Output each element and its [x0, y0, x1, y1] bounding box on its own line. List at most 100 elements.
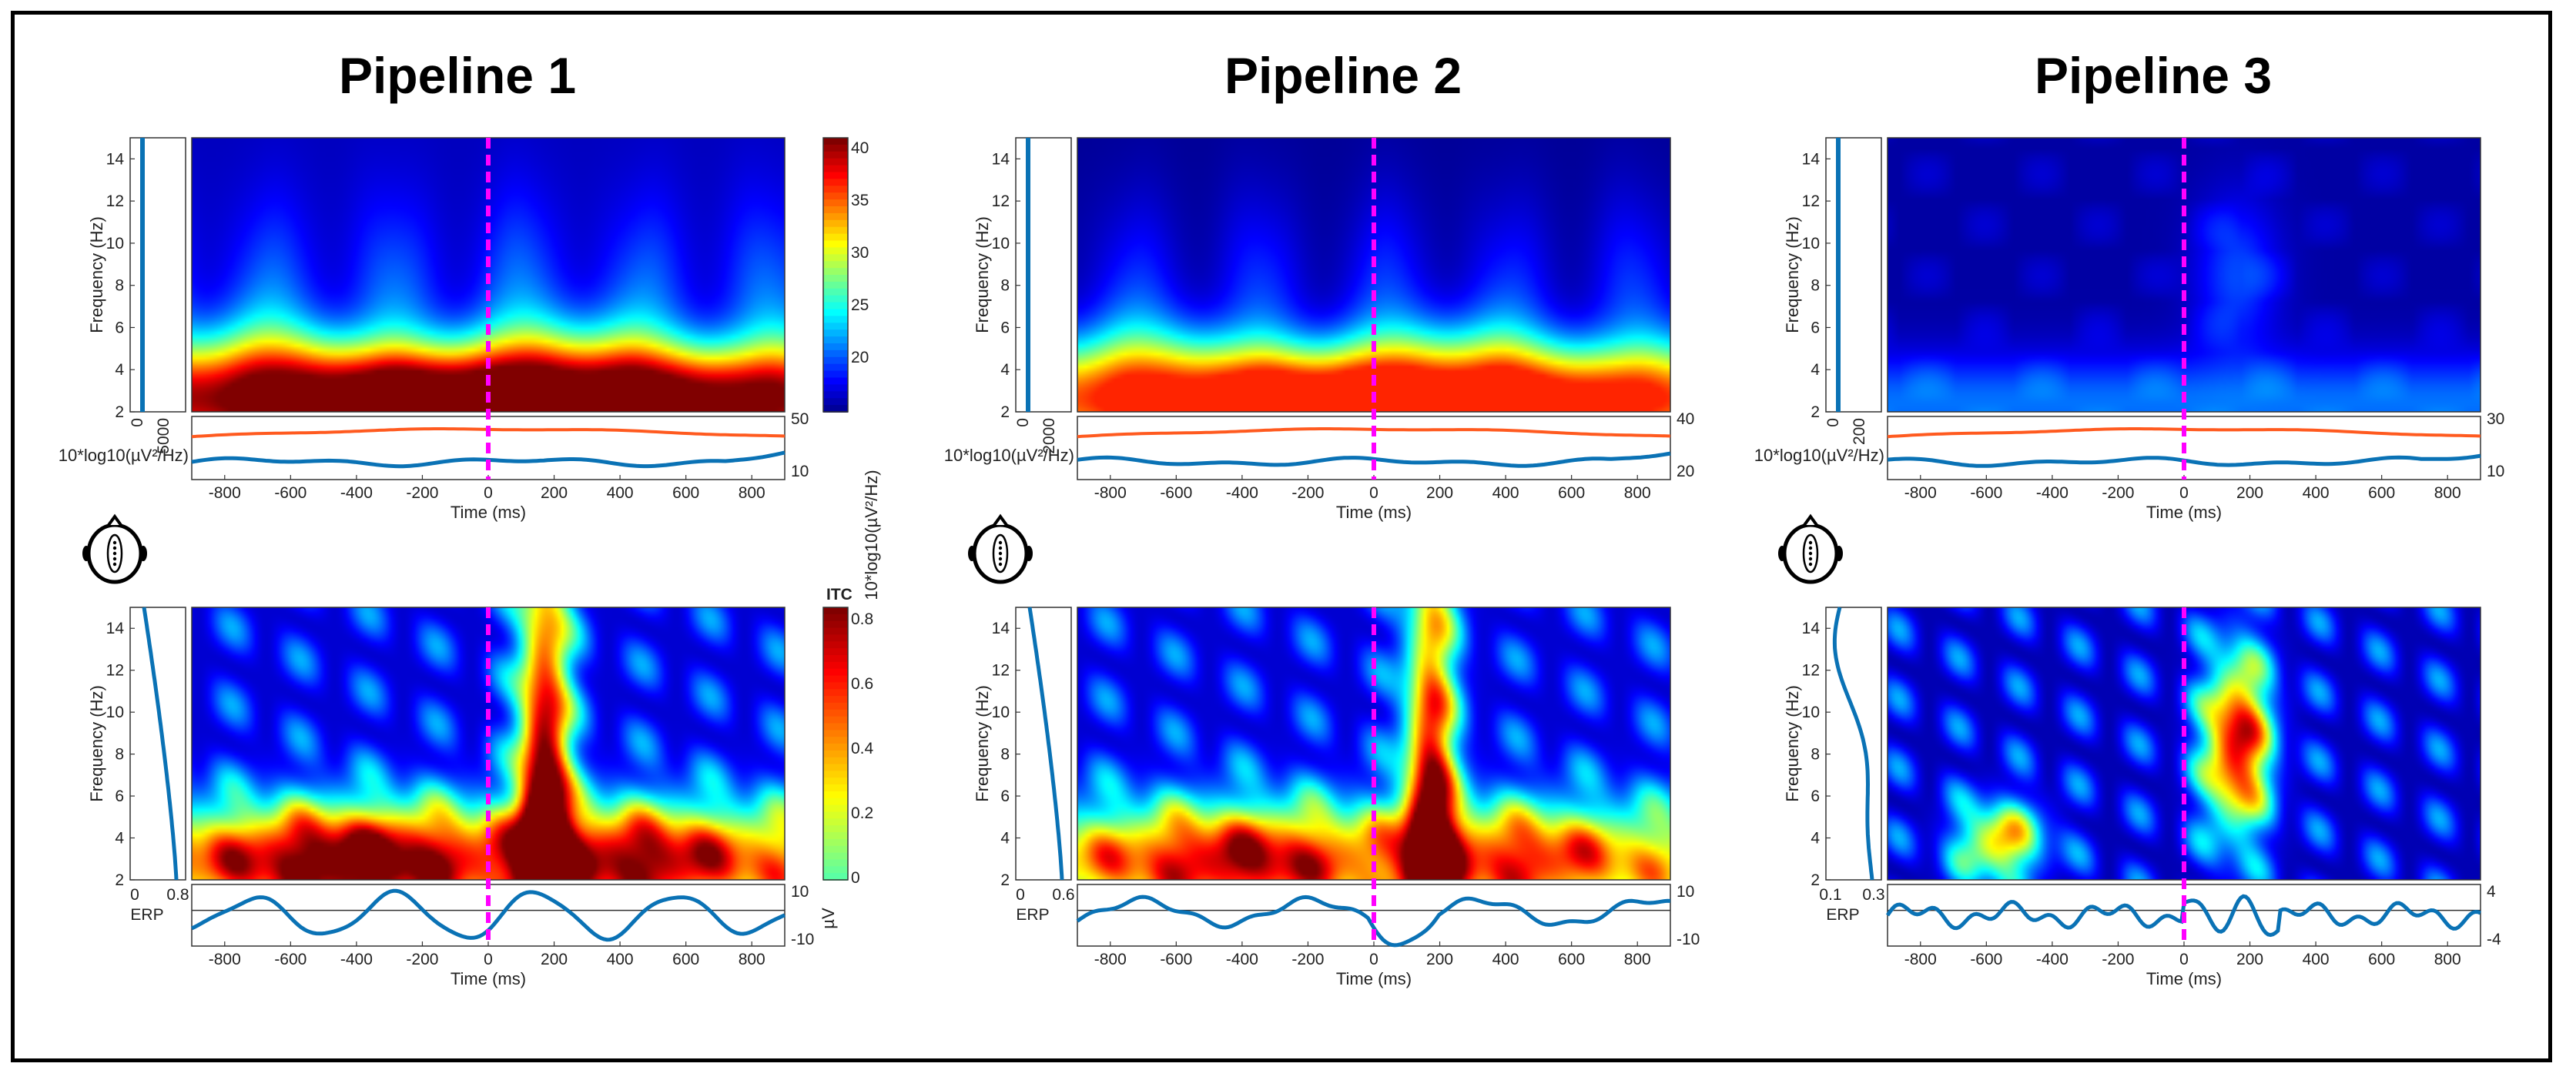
- electrode-dot: [112, 540, 117, 545]
- freq-tick-label: 8: [1811, 277, 1820, 295]
- ersp-power-tick: 40: [1677, 410, 1694, 428]
- freq-tick-label: 4: [1811, 361, 1820, 379]
- itc-colorbar-segment: [823, 859, 848, 868]
- erp-tick: -10: [1677, 931, 1700, 948]
- ersp-colorbar-segment: [823, 398, 848, 406]
- freq-tick-label: 10: [106, 704, 124, 721]
- time-tick-label: -800: [209, 951, 241, 968]
- time-tick-label: -200: [406, 484, 438, 502]
- time-tick-label: 400: [1492, 951, 1519, 968]
- freq-tick-label: 10: [1802, 704, 1820, 721]
- ersp-colorbar-segment: [823, 295, 848, 303]
- electrode-dot: [1808, 540, 1813, 545]
- ersp-colorbar-tick: 20: [851, 349, 869, 366]
- time-tick-label: 800: [1624, 951, 1651, 968]
- electrode-dot: [112, 562, 117, 567]
- ersp-colorbar-segment: [823, 158, 848, 166]
- freq-tick-label: 10: [106, 235, 124, 252]
- frequency-axis-label: Frequency (Hz): [1783, 216, 1802, 333]
- freq-tick-label: 12: [1802, 662, 1820, 680]
- freq-tick-label: 14: [106, 620, 125, 637]
- ersp-colorbar-segment: [823, 363, 848, 372]
- time-tick-label: -800: [1904, 951, 1937, 968]
- ersp-colorbar-segment: [823, 226, 848, 235]
- ersp-side-axis: [1015, 137, 1072, 413]
- time-tick-label: 800: [2434, 951, 2461, 968]
- freq-tick-label: 8: [115, 277, 124, 295]
- itc-colorbar-segment: [823, 771, 848, 779]
- itc-colorbar-segment: [823, 804, 848, 813]
- itc-colorbar-segment: [823, 648, 848, 656]
- itc-colorbar-segment: [823, 764, 848, 772]
- itc-colorbar-segment: [823, 620, 848, 629]
- time-tick-label: -200: [2102, 484, 2134, 502]
- itc-baseline-profile: [1832, 607, 1874, 881]
- freq-tick-label: 14: [1802, 620, 1821, 637]
- freq-tick-label: 10: [992, 704, 1010, 721]
- freq-tick-label: 2: [1000, 403, 1010, 421]
- time-axis-label: Time (ms): [451, 969, 526, 988]
- electrode-dot: [998, 546, 1003, 550]
- erp-tick: 4: [2487, 883, 2496, 901]
- electrode-dot: [112, 551, 117, 556]
- ersp-colorbar-segment: [823, 370, 848, 379]
- itc-colorbar-segment: [823, 811, 848, 820]
- itc-colorbar-tick: 0.8: [851, 610, 873, 628]
- ersp-power-tick: 20: [1677, 463, 1694, 480]
- head-left-ear: [1778, 546, 1786, 561]
- electrode-dot: [998, 551, 1003, 556]
- time-tick-label: 200: [1426, 484, 1453, 502]
- freq-tick-label: 6: [115, 319, 124, 336]
- time-tick-label: -200: [1291, 484, 1324, 502]
- freq-tick-label: 6: [1000, 787, 1010, 805]
- ersp-colorbar-segment: [823, 356, 848, 365]
- time-tick-label: -200: [2102, 951, 2134, 968]
- ersp-colorbar-segment: [823, 199, 848, 207]
- scalp-map-icon: [1778, 513, 1843, 584]
- head-right-ear: [1025, 546, 1033, 561]
- itc-colorbar-segment: [823, 627, 848, 636]
- time-tick-label: 400: [1492, 484, 1519, 502]
- time-tick-label: -200: [406, 951, 438, 968]
- ersp-colorbar-segment: [823, 268, 848, 276]
- itc-colorbar-segment: [823, 873, 848, 881]
- itc-colorbar-segment: [823, 641, 848, 650]
- time-tick-label: 200: [2236, 951, 2263, 968]
- time-tick-label: 600: [1558, 951, 1585, 968]
- time-tick-label: -800: [1094, 484, 1127, 502]
- time-tick-label: 600: [672, 951, 699, 968]
- electrode-dot: [998, 562, 1003, 567]
- erp-unit-label: µV: [819, 908, 838, 929]
- time-tick-label: -400: [1226, 951, 1258, 968]
- time-tick-label: -600: [274, 951, 307, 968]
- itc-colorbar-segment: [823, 777, 848, 786]
- erp-tick: 10: [791, 883, 809, 901]
- ersp-colorbar-segment: [823, 309, 848, 317]
- itc-colorbar-segment: [823, 689, 848, 697]
- itc-colorbar-tick: 0.2: [851, 804, 873, 822]
- ersp-power-tick: 10: [2487, 463, 2504, 480]
- itc-colorbar-segment: [823, 832, 848, 840]
- time-tick-label: 0: [484, 484, 493, 502]
- time-tick-label: 600: [672, 484, 699, 502]
- head-right-ear: [1835, 546, 1843, 561]
- ersp-colorbar-tick: 25: [851, 296, 869, 314]
- freq-tick-label: 12: [1802, 192, 1820, 210]
- electrode-dot: [112, 546, 117, 550]
- freq-tick-label: 12: [106, 192, 124, 210]
- time-tick-label: 400: [2303, 484, 2330, 502]
- head-nose: [1803, 513, 1818, 527]
- itc-colorbar-segment: [823, 791, 848, 799]
- time-axis-label: Time (ms): [1336, 503, 1412, 522]
- ersp-colorbar-segment: [823, 323, 848, 331]
- ersp-colorbar-segment: [823, 254, 848, 262]
- time-tick-label: -800: [209, 484, 241, 502]
- electrode-dot: [998, 540, 1003, 545]
- time-tick-label: 200: [541, 484, 568, 502]
- time-tick-label: 0: [1369, 951, 1378, 968]
- itc-colorbar-segment: [823, 709, 848, 717]
- itc-colorbar-segment: [823, 668, 848, 677]
